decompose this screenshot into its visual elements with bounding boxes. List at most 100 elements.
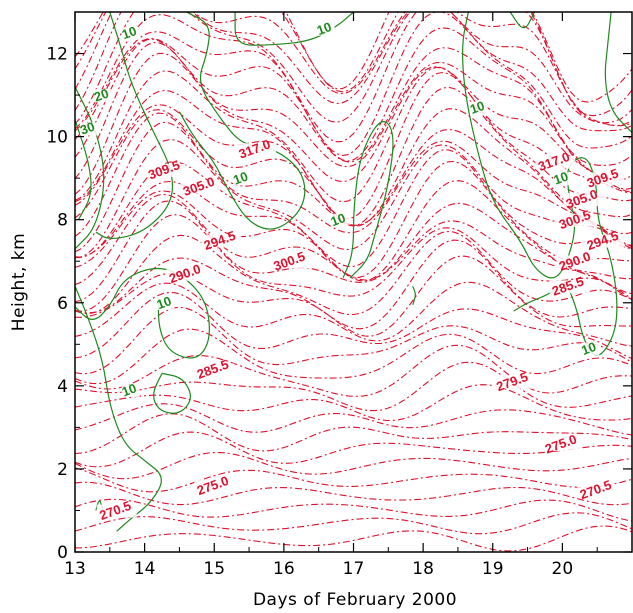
theta-contour-label-bg bbox=[542, 438, 583, 452]
x-tick-label: 13 bbox=[64, 559, 86, 579]
theta-contour-label: 294.5 bbox=[585, 228, 621, 253]
wind-isotach-label-bg bbox=[316, 22, 335, 36]
theta-contour-label-bg bbox=[556, 213, 597, 227]
theta-contour-line bbox=[75, 291, 632, 360]
wind-isotach-label-bg bbox=[121, 384, 140, 398]
wind-isotach-line bbox=[75, 119, 92, 220]
theta-contour-label-bg bbox=[535, 155, 576, 169]
wind-isotach-label: 10 bbox=[120, 23, 139, 42]
theta-contour-label: 300.5 bbox=[271, 249, 307, 274]
theta-contour-label: 279.5 bbox=[494, 369, 530, 394]
potential-temperature-contours bbox=[75, 12, 632, 552]
wind-isotach-label: 10 bbox=[120, 380, 139, 399]
theta-contour-line bbox=[75, 525, 632, 552]
wind-speed-contours bbox=[75, 12, 632, 532]
theta-contour-line bbox=[75, 12, 632, 103]
wind-isotach-label: 20 bbox=[92, 85, 111, 104]
y-tick-label: 2 bbox=[57, 460, 68, 480]
x-tick-label: 18 bbox=[412, 559, 434, 579]
y-tick-label: 6 bbox=[57, 294, 68, 314]
theta-contour-label: 317.0 bbox=[237, 136, 273, 161]
wind-isotach-label-bg bbox=[330, 213, 349, 227]
theta-contour-label: 285.5 bbox=[195, 357, 231, 382]
wind-isotach-label-bg bbox=[581, 342, 600, 356]
wind-isotach-line bbox=[178, 12, 306, 230]
wind-isotach-label-bg bbox=[79, 122, 98, 136]
theta-contour-line bbox=[75, 200, 632, 303]
theta-contour-line bbox=[75, 361, 632, 412]
theta-contour-label-bg bbox=[270, 255, 311, 269]
theta-contour-line bbox=[75, 467, 632, 493]
wind-isotach-line bbox=[461, 12, 618, 356]
theta-contour-line bbox=[75, 403, 632, 436]
wind-isotach-line bbox=[75, 267, 210, 359]
x-tick-label: 19 bbox=[482, 559, 504, 579]
theta-contour-line bbox=[75, 498, 632, 522]
theta-contour-line bbox=[75, 12, 632, 117]
theta-contour-label-bg bbox=[145, 164, 186, 177]
theta-contour-line bbox=[75, 12, 632, 143]
x-tick-label: 16 bbox=[273, 559, 295, 579]
theta-contour-label-bg bbox=[493, 375, 534, 389]
theta-contour-line bbox=[75, 413, 632, 455]
theta-contour-line bbox=[75, 180, 632, 282]
theta-contour-label: 270.5 bbox=[578, 477, 614, 502]
wind-isotach-line bbox=[412, 285, 416, 305]
wind-isotach-label-bg bbox=[553, 172, 572, 186]
x-tick-label: 14 bbox=[134, 559, 156, 579]
theta-contour-line bbox=[75, 27, 632, 166]
theta-contour-label-bg bbox=[166, 267, 207, 281]
theta-contour-line bbox=[75, 344, 632, 397]
theta-contour-line bbox=[75, 481, 632, 506]
theta-contour-label: 290.0 bbox=[167, 261, 203, 286]
x-tick-label: 17 bbox=[343, 559, 365, 579]
theta-contour-line bbox=[75, 239, 632, 330]
x-axis-title: Days of February 2000 bbox=[253, 590, 457, 610]
wind-isotach-label-bg bbox=[121, 26, 140, 40]
theta-contour-line bbox=[75, 38, 632, 181]
theta-contour-label: 305.0 bbox=[181, 174, 217, 199]
wind-isotach-line bbox=[509, 12, 536, 29]
theta-contour-line bbox=[75, 431, 632, 468]
wind-isotach-label-bg bbox=[93, 89, 112, 103]
theta-contour-line bbox=[75, 512, 632, 535]
theta-contour-label-bg bbox=[194, 363, 235, 377]
wind-isotach-label: 10 bbox=[315, 19, 334, 38]
wind-isotach-label-bg bbox=[233, 172, 252, 186]
y-tick-label: 0 bbox=[57, 543, 68, 563]
theta-contour-label-bg bbox=[236, 143, 277, 157]
theta-contour-label-bg bbox=[556, 255, 597, 269]
wind-isotach-line bbox=[75, 86, 105, 250]
wind-isotach-label: 10 bbox=[551, 169, 570, 188]
theta-contour-label-bg bbox=[194, 479, 235, 493]
wind-speed-labels: 10 20 30 10 10 10 10 10 10 10 10 bbox=[78, 19, 600, 399]
x-tick-label: 15 bbox=[203, 559, 225, 579]
wind-isotach-line bbox=[604, 12, 632, 133]
y-tick-label: 4 bbox=[57, 377, 68, 397]
theta-contour-line bbox=[75, 328, 632, 385]
theta-contour-label: 270.5 bbox=[97, 498, 133, 523]
theta-contour-line bbox=[75, 71, 632, 220]
theta-contour-line bbox=[75, 281, 632, 347]
y-axis: 0 2 4 6 8 10 12 bbox=[46, 45, 632, 563]
wind-isotach-line bbox=[95, 12, 174, 239]
wind-isotach-label: 10 bbox=[579, 339, 598, 358]
wind-isotach-label: 10 bbox=[329, 210, 348, 229]
theta-contour-label: 275.0 bbox=[195, 473, 231, 498]
x-axis: 13 14 15 16 17 18 19 20 bbox=[64, 12, 598, 579]
wind-isotach-line bbox=[153, 372, 191, 414]
y-tick-label: 10 bbox=[46, 128, 68, 148]
wind-isotach-line bbox=[95, 500, 104, 511]
wind-isotach-label: 10 bbox=[468, 98, 487, 117]
theta-contour-label-bg bbox=[584, 172, 625, 186]
theta-contour-label-bg bbox=[201, 234, 242, 248]
theta-contour-line bbox=[75, 66, 632, 203]
theta-contour-line bbox=[75, 214, 632, 312]
y-axis-title: Height, km bbox=[9, 233, 29, 331]
theta-contour-line bbox=[75, 12, 632, 127]
theta-contour-label: 275.0 bbox=[543, 431, 579, 456]
theta-contour-label-bg bbox=[577, 483, 618, 497]
theta-contour-line bbox=[75, 139, 632, 259]
